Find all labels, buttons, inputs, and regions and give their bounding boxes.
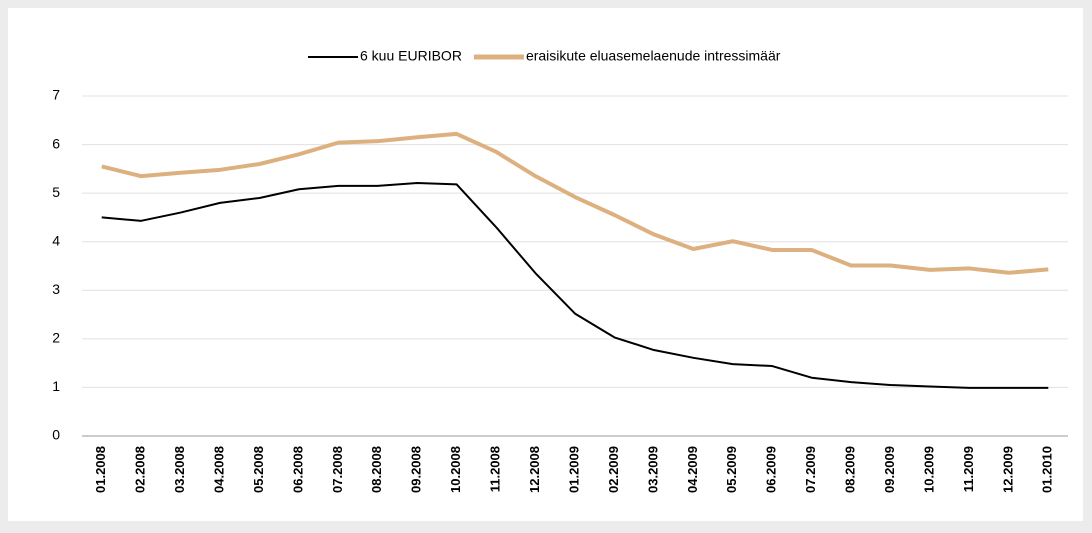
y-tick-label: 2 [52,330,60,346]
x-tick-label: 06.2008 [290,446,305,493]
y-tick-label: 6 [52,135,60,151]
x-tick-label: 09.2008 [409,446,424,493]
y-tick-label: 5 [52,184,60,200]
x-tick-label: 02.2009 [606,446,621,493]
x-tick-label: 10.2009 [921,446,936,493]
x-tick-label: 05.2008 [251,446,266,493]
x-tick-label: 04.2009 [685,446,700,493]
x-tick-label: 01.2010 [1040,446,1055,493]
x-tick-label: 11.2008 [488,446,503,492]
chart-area [8,8,1083,521]
y-tick-label: 0 [52,427,60,443]
x-tick-label: 12.2008 [527,446,542,493]
y-tick-label: 3 [52,281,60,297]
x-tick-label: 02.2008 [133,446,148,493]
x-tick-label: 08.2008 [369,446,384,493]
x-tick-label: 06.2009 [764,446,779,493]
x-tick-label: 07.2009 [803,446,818,493]
x-tick-label: 01.2009 [566,446,581,493]
y-tick-label: 4 [52,232,60,248]
line-series [101,181,1049,389]
x-tick-label: 12.2009 [1000,446,1015,493]
x-tick-label: 05.2009 [724,446,739,493]
x-tick-label: 07.2008 [330,446,345,493]
x-tick-label: 10.2008 [448,446,463,493]
legend-label: eraisikute eluasemelaenude intressimäär [526,48,781,64]
y-tick-label: 7 [52,87,60,103]
x-tick-label: 11.2009 [961,446,976,492]
x-tick-label: 03.2008 [172,446,187,493]
x-tick-label: 04.2008 [211,446,226,493]
x-tick-label: 09.2009 [882,446,897,493]
x-tick-label: 08.2009 [843,446,858,493]
y-tick-label: 1 [52,378,60,394]
line-series [101,131,1049,275]
x-tick-label: 03.2009 [645,446,660,493]
x-tick-label: 01.2008 [93,446,108,493]
legend-label: 6 kuu EURIBOR [360,48,462,64]
